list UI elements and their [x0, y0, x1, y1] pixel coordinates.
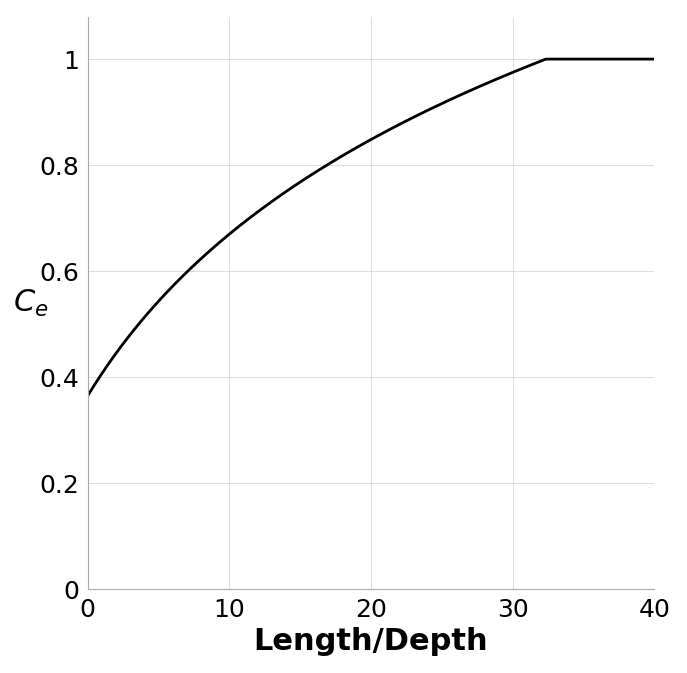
- X-axis label: Length/Depth: Length/Depth: [254, 627, 488, 656]
- Text: $C_e$: $C_e$: [13, 287, 49, 318]
